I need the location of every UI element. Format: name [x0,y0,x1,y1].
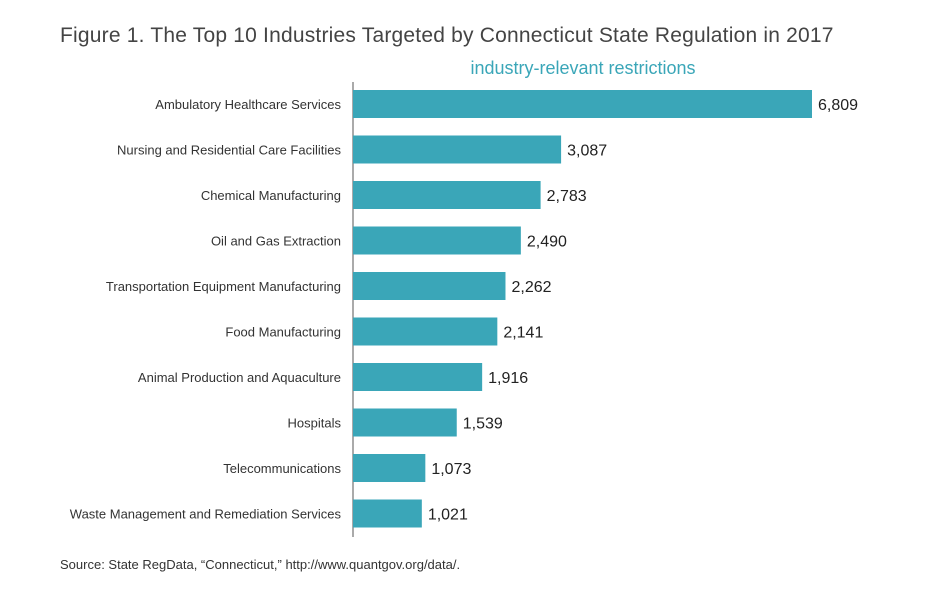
value-label: 6,809 [818,97,858,114]
value-label: 2,141 [503,325,543,342]
bar [353,408,457,437]
bar [353,272,506,300]
bar [353,135,562,164]
category-label: Transportation Equipment Manufacturing [106,279,341,294]
category-label: Oil and Gas Extraction [211,234,341,249]
value-label: 3,087 [567,143,607,160]
value-label: 2,262 [511,279,551,296]
value-label: 1,073 [431,461,471,478]
category-label: Nursing and Residential Care Facilities [117,143,341,158]
bar [353,181,541,209]
category-label: Waste Management and Remediation Service… [70,507,342,522]
value-label: 1,916 [488,370,528,387]
value-label: 2,783 [547,188,587,205]
category-label: Animal Production and Aquaculture [138,370,341,385]
bar [353,90,812,118]
chart-title: Figure 1. The Top 10 Industries Targeted… [60,24,834,47]
value-label: 1,539 [463,416,503,433]
bar [353,317,498,346]
chart-subtitle: industry-relevant restrictions [470,58,696,78]
category-label: Telecommunications [223,461,341,476]
category-label: Food Manufacturing [225,325,341,340]
bar [353,499,422,528]
value-label: 1,021 [428,507,468,524]
category-label: Chemical Manufacturing [201,188,341,203]
category-label: Hospitals [288,416,342,431]
category-label: Ambulatory Healthcare Services [155,97,341,112]
source-note: Source: State RegData, “Connecticut,” ht… [60,557,461,572]
bar [353,363,483,391]
bar [353,454,426,482]
bar [353,226,521,255]
value-label: 2,490 [527,234,567,251]
